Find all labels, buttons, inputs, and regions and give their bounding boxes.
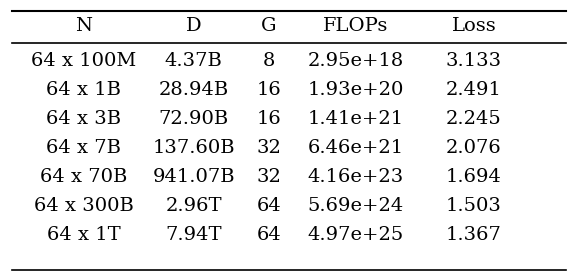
Text: 16: 16 bbox=[257, 81, 281, 99]
Text: 4.97e+25: 4.97e+25 bbox=[307, 225, 403, 244]
Text: 1.41e+21: 1.41e+21 bbox=[307, 110, 403, 128]
Text: N: N bbox=[75, 17, 92, 35]
Text: 28.94B: 28.94B bbox=[158, 81, 229, 99]
Text: 64 x 7B: 64 x 7B bbox=[46, 139, 121, 157]
Text: 64 x 100M: 64 x 100M bbox=[31, 52, 136, 70]
Text: 1.93e+20: 1.93e+20 bbox=[307, 81, 403, 99]
Text: 6.46e+21: 6.46e+21 bbox=[307, 139, 403, 157]
Text: 1.367: 1.367 bbox=[446, 225, 502, 244]
Text: 4.37B: 4.37B bbox=[165, 52, 223, 70]
Text: 32: 32 bbox=[256, 139, 281, 157]
Text: 2.96T: 2.96T bbox=[165, 197, 222, 215]
Text: 5.69e+24: 5.69e+24 bbox=[307, 197, 403, 215]
Text: 1.694: 1.694 bbox=[446, 168, 502, 186]
Text: 2.245: 2.245 bbox=[446, 110, 502, 128]
Text: 64 x 70B: 64 x 70B bbox=[40, 168, 128, 186]
Text: 941.07B: 941.07B bbox=[153, 168, 235, 186]
Text: 1.503: 1.503 bbox=[446, 197, 502, 215]
Text: 64 x 3B: 64 x 3B bbox=[46, 110, 121, 128]
Text: G: G bbox=[261, 17, 276, 35]
Text: 7.94T: 7.94T bbox=[165, 225, 222, 244]
Text: 8: 8 bbox=[262, 52, 275, 70]
Text: 64 x 1B: 64 x 1B bbox=[46, 81, 121, 99]
Text: 64: 64 bbox=[257, 197, 281, 215]
Text: 16: 16 bbox=[257, 110, 281, 128]
Text: 2.95e+18: 2.95e+18 bbox=[307, 52, 403, 70]
Text: 64: 64 bbox=[257, 225, 281, 244]
Text: 2.491: 2.491 bbox=[446, 81, 502, 99]
Text: 137.60B: 137.60B bbox=[153, 139, 235, 157]
Text: 64 x 300B: 64 x 300B bbox=[34, 197, 134, 215]
Text: 4.16e+23: 4.16e+23 bbox=[307, 168, 403, 186]
Text: FLOPs: FLOPs bbox=[323, 17, 388, 35]
Text: 32: 32 bbox=[256, 168, 281, 186]
Text: 2.076: 2.076 bbox=[446, 139, 502, 157]
Text: 64 x 1T: 64 x 1T bbox=[47, 225, 121, 244]
Text: 72.90B: 72.90B bbox=[158, 110, 229, 128]
Text: Loss: Loss bbox=[451, 17, 497, 35]
Text: 3.133: 3.133 bbox=[446, 52, 502, 70]
Text: D: D bbox=[186, 17, 202, 35]
